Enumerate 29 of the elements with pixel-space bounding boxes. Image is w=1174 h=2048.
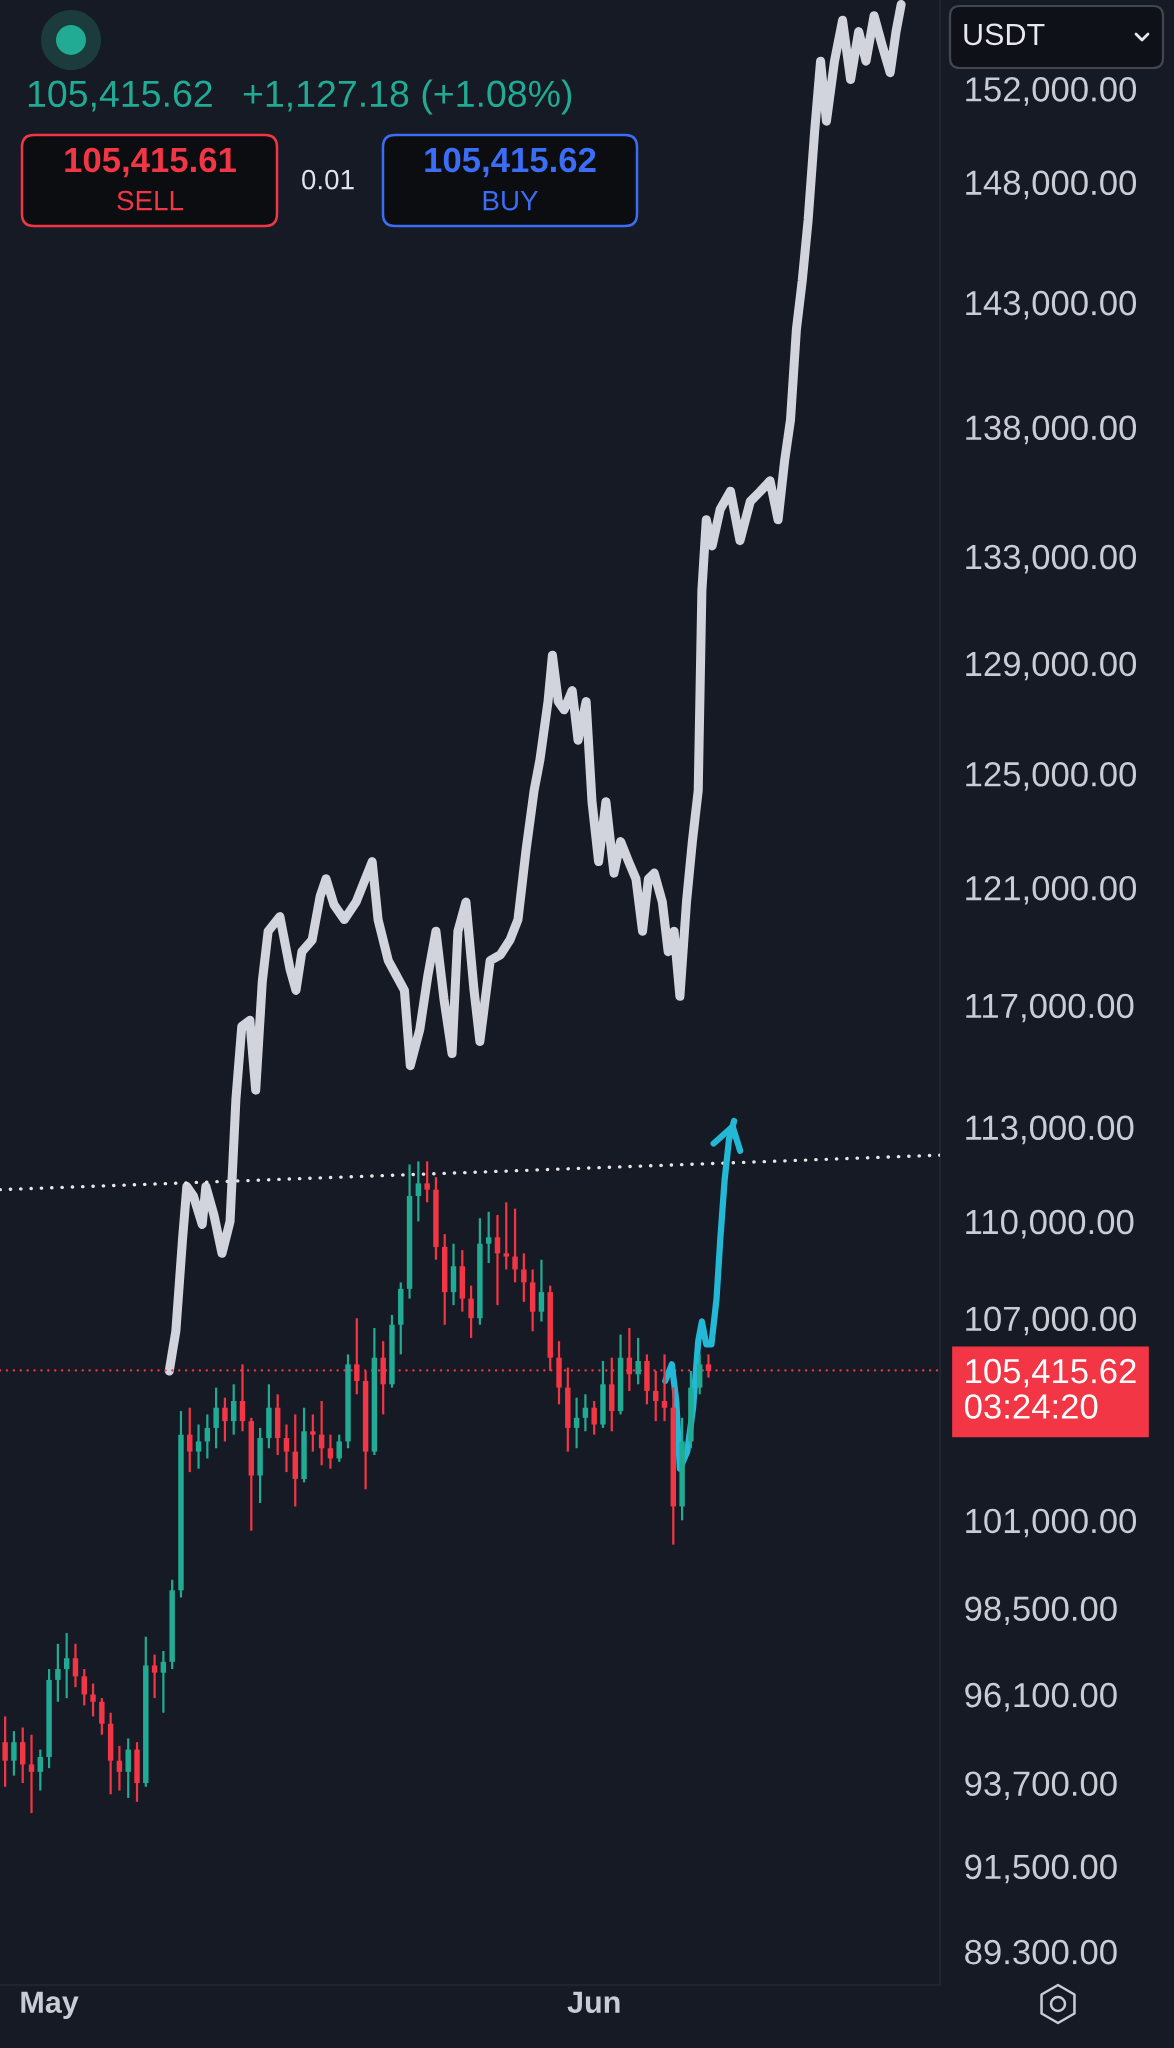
x-tick-label: Jun <box>567 1991 620 2013</box>
y-tick-label: 138,000.00 <box>966 415 1137 445</box>
x-tick-label: May <box>21 1991 79 2020</box>
y-tick-label: 101,000.00 <box>966 1508 1137 1538</box>
y-tick-label: 93,700.00 <box>965 1771 1117 1801</box>
y-tick-label: 152,000.00 <box>966 77 1137 106</box>
y-tick-label: 107,000.00 <box>966 1306 1137 1336</box>
annotation: 105,415.62 <box>28 80 212 112</box>
y-tick-label: 148,000.00 <box>966 170 1137 200</box>
y-tick-label: 98,500.00 <box>965 1596 1117 1626</box>
annotation: SELL <box>117 190 184 211</box>
annotation: 105,415.62 <box>425 147 596 178</box>
y-tick-label: 121,000.00 <box>966 875 1137 905</box>
ref-line-label: 105,415.62 03:24:20 <box>964 1358 1136 1419</box>
y-tick-label: 96,100.00 <box>965 1682 1117 1712</box>
annotation: 105,415.61 <box>65 147 236 178</box>
y-tick-label: 129,000.00 <box>966 651 1137 681</box>
annotation: +1,127.18 (+1.08%) <box>243 79 572 115</box>
y-tick-label: 113,000.00 <box>966 1115 1134 1145</box>
y-tick-label: 143,000.00 <box>966 290 1137 320</box>
y-tick-label: 125,000.00 <box>966 761 1137 791</box>
y-axis-title: USDT <box>964 23 1045 46</box>
y-tick-label: 133,000.00 <box>966 544 1137 574</box>
y-tick-label: 117,000.00 <box>966 993 1134 1023</box>
y-tick-label: 89.300.00 <box>965 1939 1117 1965</box>
annotation: 0.01 <box>302 169 354 190</box>
y-tick-label: 91,500.00 <box>965 1854 1117 1884</box>
y-tick-label: 110,000.00 <box>966 1209 1134 1239</box>
annotation: BUY <box>483 191 538 211</box>
